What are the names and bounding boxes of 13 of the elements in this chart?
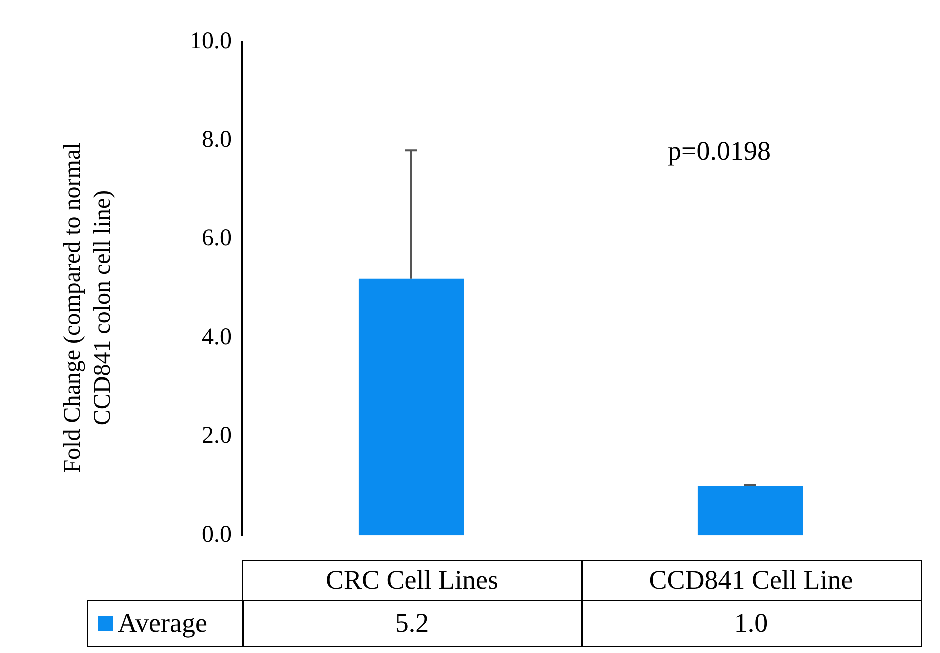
data-label: 1.0 (581, 600, 922, 647)
y-axis-title: Fold Change (compared to normal CCD841 colon cell line) (59, 142, 117, 476)
y-tick-label: 4.0 (202, 324, 232, 350)
y-tick-label: 8.0 (202, 127, 232, 154)
x-tick-label: CRC Cell Lines (242, 560, 582, 601)
x-tick-label: CCD841 Cell Line (581, 560, 922, 601)
y-tick-label: 2.0 (202, 423, 232, 450)
y-tick-label: 6.0 (202, 226, 232, 252)
data-label: 5.2 (242, 600, 582, 647)
legend-label: Average (87, 600, 244, 647)
annotation: p=0.0198 (668, 136, 771, 167)
y-tick-label: 10.0 (190, 28, 232, 54)
y-tick-label: 0.0 (202, 522, 232, 548)
